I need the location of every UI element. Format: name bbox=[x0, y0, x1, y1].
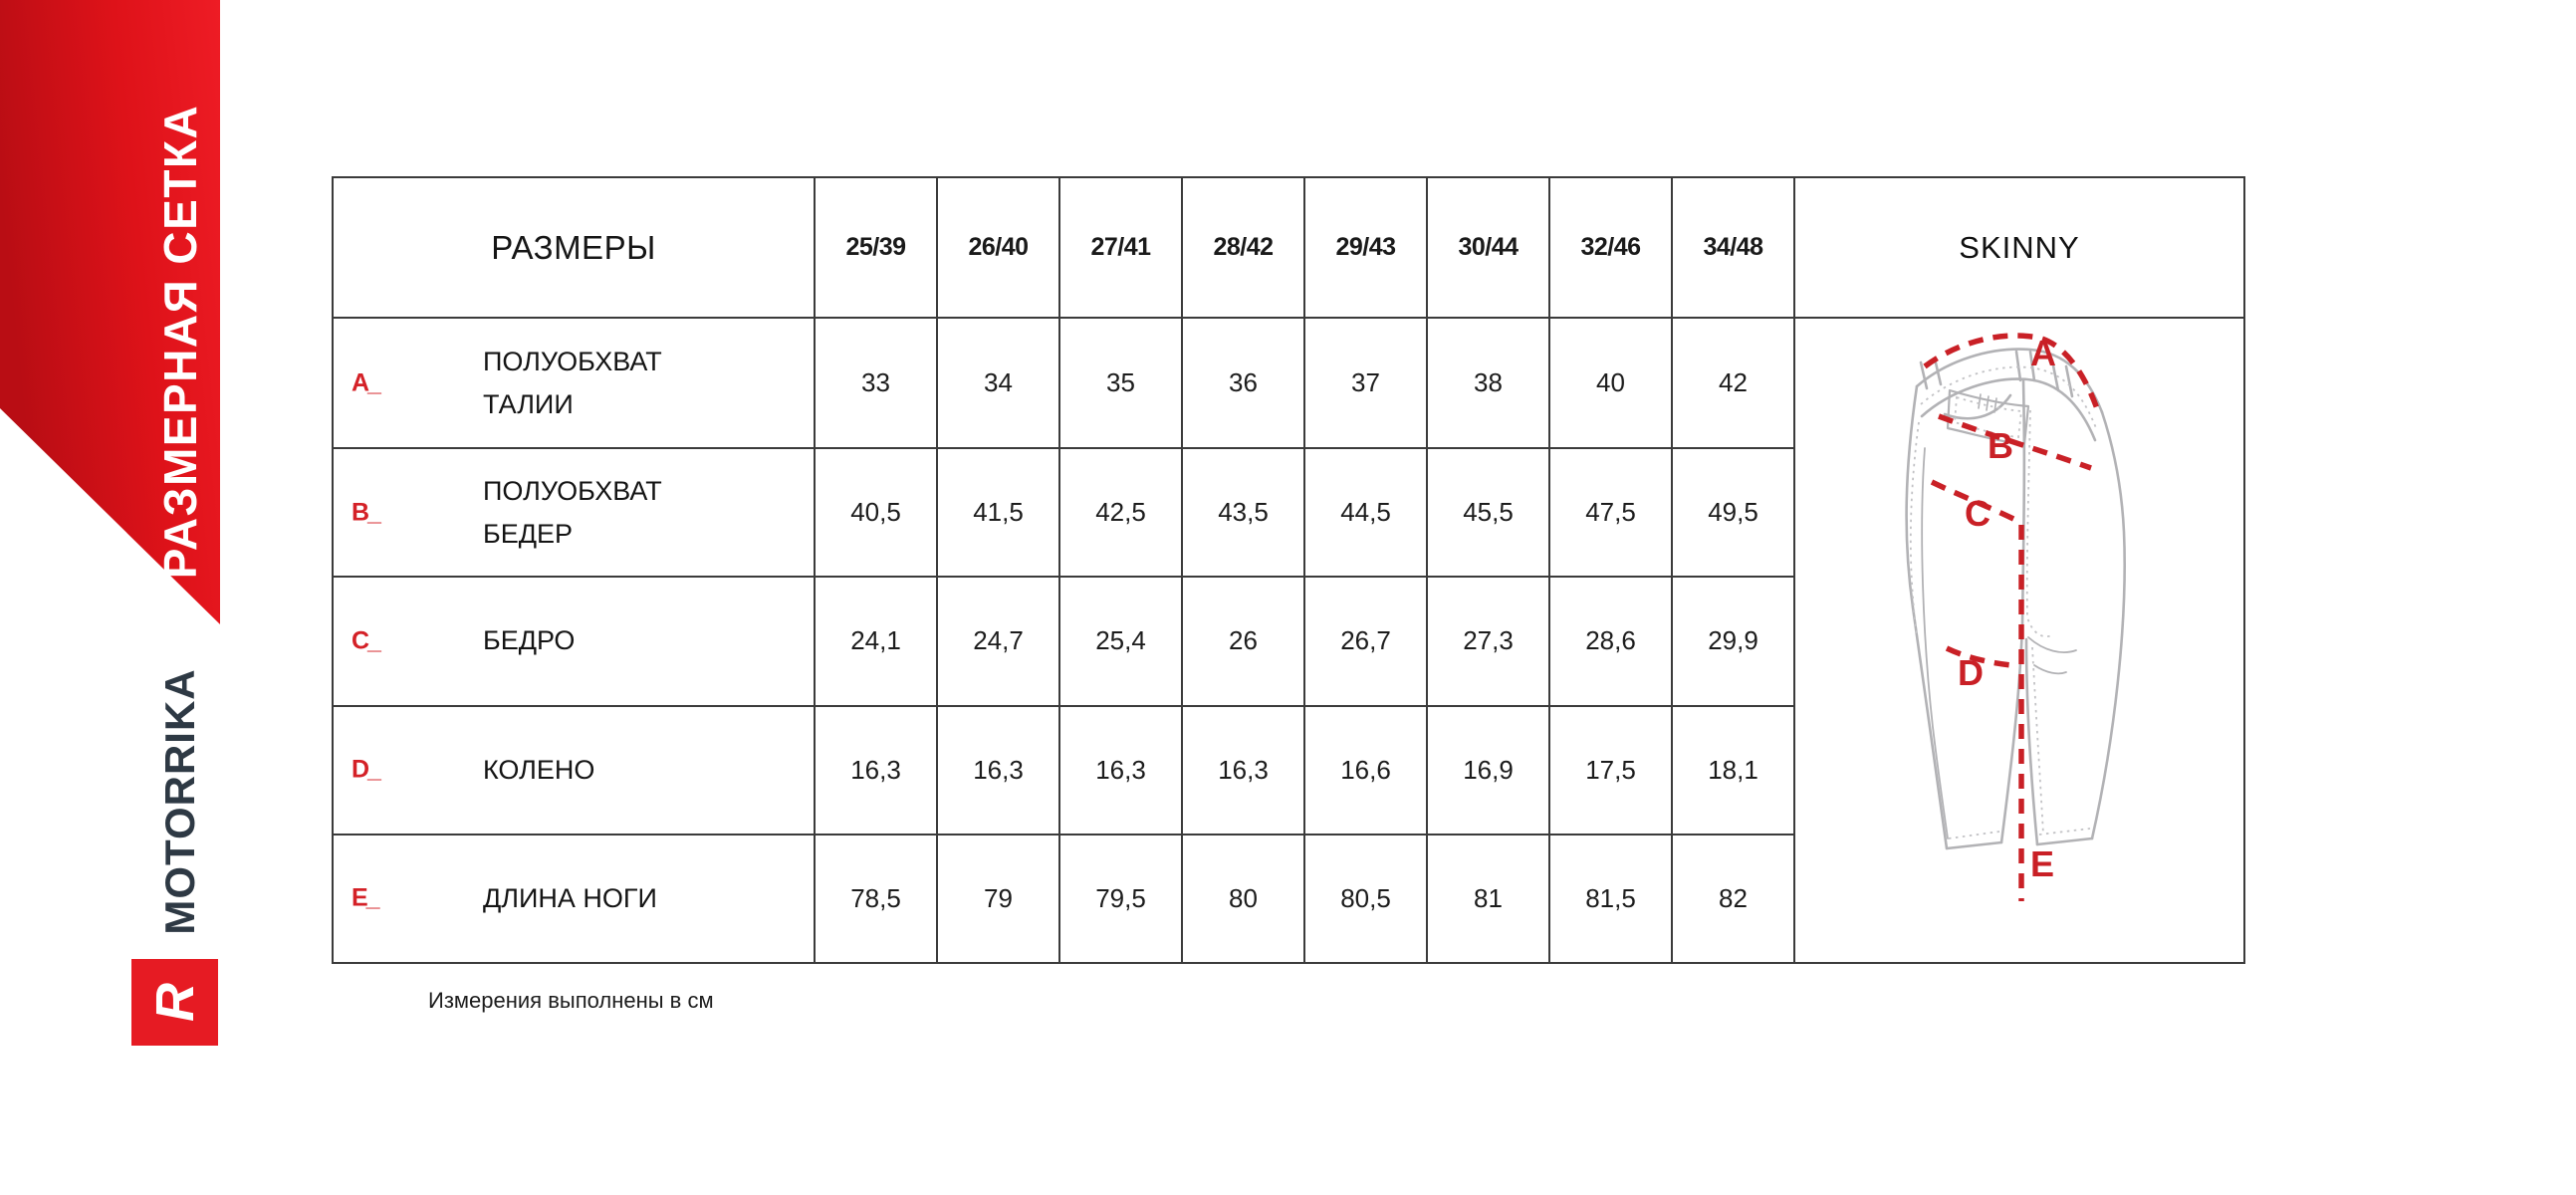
row-letter: A_ bbox=[351, 368, 381, 397]
value-cell: 35 bbox=[1058, 319, 1181, 448]
value-cell: 16,3 bbox=[814, 704, 936, 834]
value-cell: 16,6 bbox=[1303, 704, 1426, 834]
value-cell: 36 bbox=[1181, 319, 1303, 448]
value-cell: 47,5 bbox=[1548, 447, 1671, 577]
value-cell: 27,3 bbox=[1426, 576, 1548, 705]
jeans-diagram-cell: A B C D E bbox=[1793, 319, 2243, 962]
diagram-label-b: B bbox=[1988, 425, 2013, 466]
row-letter: B_ bbox=[351, 498, 381, 527]
value-cell: 38 bbox=[1426, 319, 1548, 448]
value-cell: 25,4 bbox=[1058, 576, 1181, 705]
value-cell: 43,5 bbox=[1181, 447, 1303, 577]
page-title: РАЗМЕРНАЯ СЕТКА bbox=[154, 104, 206, 580]
table-header-sizes: РАЗМЕРЫ bbox=[334, 178, 814, 319]
value-cell: 78,5 bbox=[814, 833, 936, 962]
row-letter: E_ bbox=[351, 883, 380, 912]
value-cell: 82 bbox=[1671, 833, 1793, 962]
diagram-label-d: D bbox=[1958, 652, 1984, 693]
row-header-waist: A_ ПОЛУОБХВАТ ТАЛИИ bbox=[334, 319, 814, 448]
row-label: ДЛИНА НОГИ bbox=[483, 882, 657, 913]
row-header-thigh: C_ БЕДРО bbox=[334, 576, 814, 705]
value-cell: 16,9 bbox=[1426, 704, 1548, 834]
red-ribbon-shape bbox=[0, 0, 220, 624]
size-column-header: 29/43 bbox=[1303, 178, 1426, 319]
size-column-header: 32/46 bbox=[1548, 178, 1671, 319]
row-letter: C_ bbox=[351, 626, 381, 655]
value-cell: 79,5 bbox=[1058, 833, 1181, 962]
row-header-hips: B_ ПОЛУОБХВАТ БЕДЕР bbox=[334, 447, 814, 577]
value-cell: 40,5 bbox=[814, 447, 936, 577]
value-cell: 24,1 bbox=[814, 576, 936, 705]
value-cell: 81,5 bbox=[1548, 833, 1671, 962]
value-cell: 37 bbox=[1303, 319, 1426, 448]
row-label: ПОЛУОБХВАТ БЕДЕР bbox=[483, 475, 662, 549]
value-cell: 26 bbox=[1181, 576, 1303, 705]
row-label: ПОЛУОБХВАТ ТАЛИИ bbox=[483, 346, 662, 419]
brand-logo-icon: R bbox=[145, 983, 205, 1022]
jeans-diagram: A B C D E bbox=[1905, 333, 2126, 901]
size-column-header: 34/48 bbox=[1671, 178, 1793, 319]
value-cell: 17,5 bbox=[1548, 704, 1671, 834]
svg-text:R: R bbox=[145, 983, 205, 1022]
value-cell: 26,7 bbox=[1303, 576, 1426, 705]
value-cell: 81 bbox=[1426, 833, 1548, 962]
row-letter: D_ bbox=[351, 755, 381, 784]
size-table: РАЗМЕРЫ 25/39 26/40 27/41 28/42 29/43 30… bbox=[332, 176, 2245, 964]
size-column-header: 30/44 bbox=[1426, 178, 1548, 319]
value-cell: 40 bbox=[1548, 319, 1671, 448]
value-cell: 45,5 bbox=[1426, 447, 1548, 577]
brand-logo: R bbox=[131, 959, 218, 1046]
value-cell: 79 bbox=[936, 833, 1058, 962]
value-cell: 18,1 bbox=[1671, 704, 1793, 834]
row-label: КОЛЕНО bbox=[483, 754, 595, 785]
diagram-label-e: E bbox=[2030, 843, 2054, 884]
value-cell: 44,5 bbox=[1303, 447, 1426, 577]
brand-name: MOTORRIKA bbox=[156, 668, 203, 935]
diagram-label-a: A bbox=[2030, 333, 2056, 373]
value-cell: 41,5 bbox=[936, 447, 1058, 577]
value-cell: 42 bbox=[1671, 319, 1793, 448]
value-cell: 28,6 bbox=[1548, 576, 1671, 705]
value-cell: 42,5 bbox=[1058, 447, 1181, 577]
style-column-header: SKINNY bbox=[1793, 178, 2243, 319]
value-cell: 16,3 bbox=[1058, 704, 1181, 834]
value-cell: 16,3 bbox=[1181, 704, 1303, 834]
row-label: БЕДРО bbox=[483, 625, 576, 656]
value-cell: 49,5 bbox=[1671, 447, 1793, 577]
value-cell: 80 bbox=[1181, 833, 1303, 962]
size-column-header: 26/40 bbox=[936, 178, 1058, 319]
diagram-label-c: C bbox=[1965, 493, 1991, 534]
row-header-leg-length: E_ ДЛИНА НОГИ bbox=[334, 833, 814, 962]
value-cell: 29,9 bbox=[1671, 576, 1793, 705]
value-cell: 16,3 bbox=[936, 704, 1058, 834]
value-cell: 34 bbox=[936, 319, 1058, 448]
size-column-header: 27/41 bbox=[1058, 178, 1181, 319]
row-header-knee: D_ КОЛЕНО bbox=[334, 704, 814, 834]
value-cell: 24,7 bbox=[936, 576, 1058, 705]
size-column-header: 28/42 bbox=[1181, 178, 1303, 319]
size-column-header: 25/39 bbox=[814, 178, 936, 319]
value-cell: 80,5 bbox=[1303, 833, 1426, 962]
units-note: Измерения выполнены в см bbox=[428, 988, 714, 1013]
value-cell: 33 bbox=[814, 319, 936, 448]
